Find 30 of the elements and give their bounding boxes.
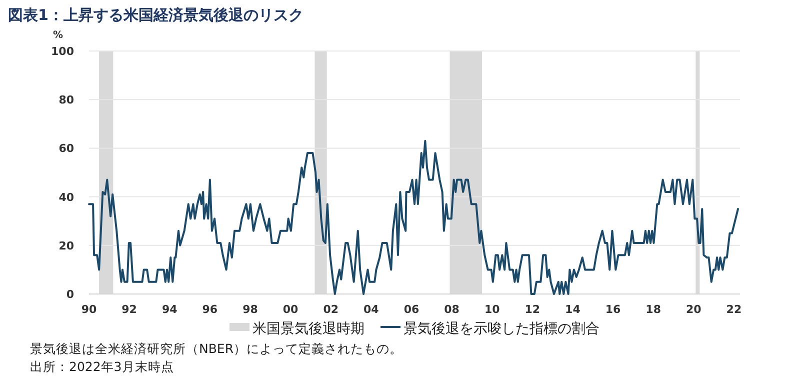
x-tick-label: 18 (646, 303, 661, 316)
y-tick-label: 60 (58, 142, 74, 156)
x-tick-label: 10 (484, 303, 500, 316)
x-tick-label: 96 (202, 303, 218, 316)
y-tick-label: 100 (51, 45, 74, 58)
x-tick-label: 02 (323, 303, 339, 316)
y-axis-title: % (52, 30, 64, 41)
x-tick-label: 06 (404, 303, 420, 316)
chart-title: 図表1：上昇する米国経済景気後退のリスク (8, 6, 304, 24)
legend-label: 景気後退を示唆した指標の割合 (404, 321, 600, 337)
y-tick-label: 40 (58, 190, 74, 204)
text: 景気後退は全米経済研究所（NBER）によって定義されたもの。 (30, 341, 403, 356)
x-tick-label: 04 (364, 303, 380, 316)
legend-label: 米国景気後退時期 (252, 321, 364, 337)
x-tick-label: 98 (242, 303, 258, 316)
x-tick-label: 22 (726, 303, 742, 316)
x-tick-label: 14 (565, 303, 581, 316)
x-tick-label: 16 (605, 303, 622, 316)
x-tick-label: 90 (81, 303, 97, 316)
x-tick-label: 00 (282, 303, 299, 316)
y-tick-label: 80 (58, 94, 74, 107)
y-tick-label: 0 (66, 288, 74, 301)
x-tick-label: 12 (524, 303, 540, 316)
y-tick-label: 20 (58, 239, 74, 252)
x-tick-label: 08 (444, 303, 460, 316)
x-tick-label: 20 (686, 303, 702, 316)
line-series (88, 140, 739, 295)
text: 出所：2022年3月末時点 (30, 359, 174, 374)
x-tick-label: 92 (122, 303, 137, 316)
x-tick-label: 94 (162, 303, 178, 316)
